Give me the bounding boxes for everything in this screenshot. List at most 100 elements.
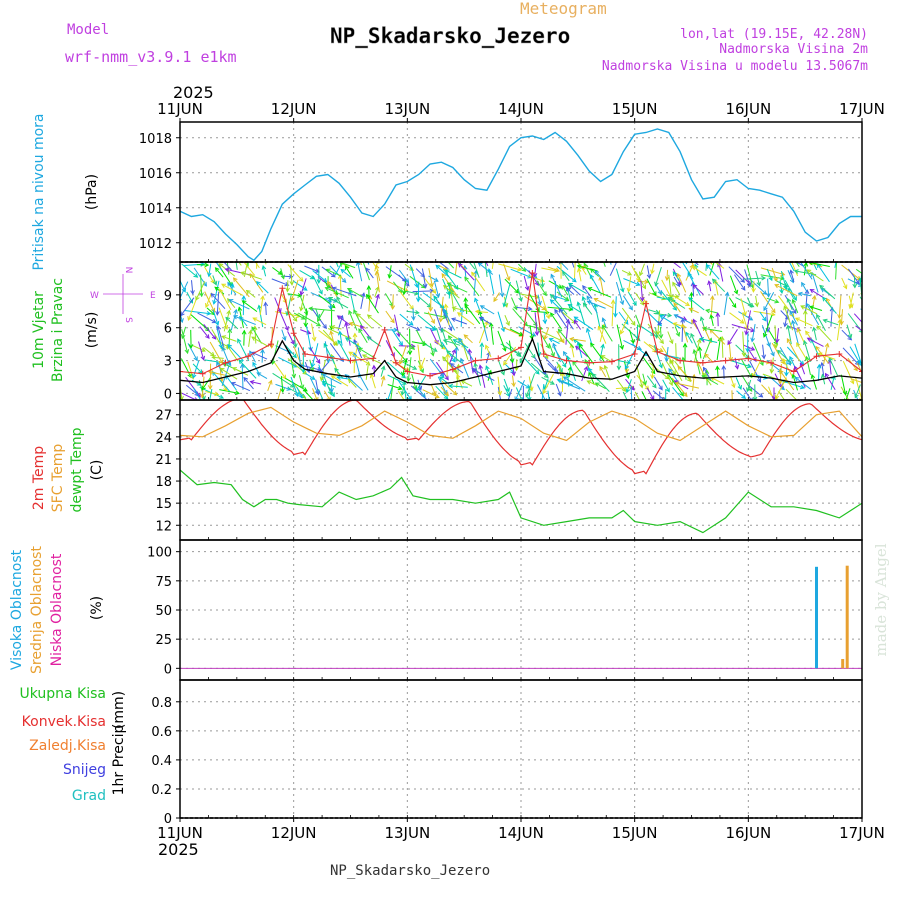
wind-arrow (653, 312, 672, 317)
y-tick-label-cloud: 100 (147, 546, 172, 561)
panel-precip: 00.20.40.60.8 (151, 680, 863, 827)
wind-arrow (611, 300, 614, 327)
wind-arrow-head (531, 332, 537, 337)
wind-arrow-head (341, 278, 347, 283)
gust-marker (631, 351, 638, 357)
wind-arrow-head (202, 281, 207, 287)
wind-arrow (742, 344, 755, 351)
wind-arrow (524, 343, 536, 359)
wind-arrow-head (774, 298, 780, 304)
wind-arrow (677, 273, 687, 293)
wind-arrow (524, 358, 540, 375)
wind-arrow-head (445, 350, 451, 355)
wind-arrow (668, 297, 686, 309)
wind-arrow-head (241, 329, 247, 335)
sfc-temp-label: SFC Temp (50, 444, 66, 513)
wind-arrow-head (778, 379, 783, 385)
wind-arrow (503, 281, 511, 307)
wind-arrow (780, 270, 787, 290)
lonlat-label: lon,lat (19.15E, 42.28N) (680, 27, 868, 42)
precip-unit: (mm) (111, 691, 127, 729)
wind-arrow-head (444, 269, 450, 274)
wind-arrow-head (421, 393, 426, 398)
wind-arrow (215, 267, 224, 278)
wind-arrow (312, 270, 327, 283)
wind-arrow (409, 275, 426, 289)
wind-arrow (558, 308, 574, 330)
x-tick-bottom-14JUN: 14JUN (498, 824, 544, 842)
wind-arrow-head (842, 284, 848, 290)
wind-arrow (367, 314, 383, 328)
y-tick-label-wind: 6 (164, 322, 172, 337)
wind-arrow (861, 374, 862, 376)
wind-arrow-head (458, 337, 463, 343)
wind-arrow-head (654, 281, 659, 287)
wind-arrow-head (321, 380, 327, 386)
wind-arrow (201, 376, 205, 398)
wind-arrow (387, 374, 407, 385)
wind-arrow-head (332, 254, 336, 258)
wind-arrow-head (789, 312, 795, 318)
wind-arrow (192, 345, 206, 352)
wind-arrow-head (308, 306, 314, 312)
wind-arrow (360, 293, 365, 309)
wind-arrow-head (374, 264, 380, 270)
wind-arrow (480, 262, 482, 264)
wind-arrow (562, 271, 570, 282)
wind-arrow (480, 305, 495, 315)
gust-marker (859, 368, 862, 375)
wind-arrow-head (511, 382, 516, 388)
wind-arrow (763, 314, 773, 338)
wind-arrow (192, 363, 203, 374)
wind-arrow-head (463, 297, 469, 302)
wind-arrow (498, 360, 505, 375)
wind-arrow-head (586, 295, 591, 301)
wind-arrow (634, 271, 646, 289)
wind-arrow (716, 366, 719, 377)
wind-arrow (603, 262, 606, 267)
wind-arrow (681, 324, 689, 343)
wind-arrow-head (771, 308, 776, 314)
wind-arrow-head (344, 265, 350, 271)
wind-arrow-head (315, 359, 321, 364)
wind-arrow (225, 317, 239, 330)
wind-arrow (256, 372, 268, 380)
y-tick-label-cloud: 0 (164, 662, 172, 677)
wind-arrow (463, 334, 473, 344)
wind-arrow-head (639, 296, 645, 302)
wind-arrow (574, 316, 594, 331)
wind-arrow-head (516, 352, 522, 358)
wind-arrow (180, 293, 181, 295)
station-title: NP_Skadarsko_Jezero (330, 24, 570, 48)
wind-arrow (328, 297, 349, 309)
wind-arrow-head (682, 342, 688, 348)
wind-arrow-head (768, 276, 773, 282)
wind-arrow-head (748, 397, 753, 400)
wind-arrow-head (687, 271, 692, 277)
wind-arrow (406, 310, 419, 314)
wind-arrow (795, 317, 813, 327)
wind-arrow (230, 309, 237, 331)
wind-arrow (816, 263, 830, 283)
wind-arrow-head (610, 299, 616, 305)
wind-arrow-head (309, 275, 315, 280)
wind-arrow-head (810, 373, 816, 379)
wind-arrow-head (224, 267, 230, 273)
wind-arrow (620, 315, 630, 334)
wind-arrow-head (805, 330, 810, 336)
wind-arrow (618, 311, 629, 325)
wind-arrow (446, 350, 463, 364)
wind-arrow-head (411, 315, 416, 321)
snow-label: Snijeg (63, 762, 106, 778)
wind-arrow-head (721, 364, 727, 370)
wind-arrow-head (390, 318, 395, 324)
wind-arrow-head (858, 363, 862, 367)
wind-arrow-head (434, 339, 439, 345)
wind-arrow (391, 328, 403, 346)
wind-arrow-head (674, 381, 680, 387)
wind-arrow-head (744, 330, 749, 336)
wind-arrow (590, 342, 605, 362)
mid-cloud-label: Srednja Oblacnost (29, 546, 45, 674)
